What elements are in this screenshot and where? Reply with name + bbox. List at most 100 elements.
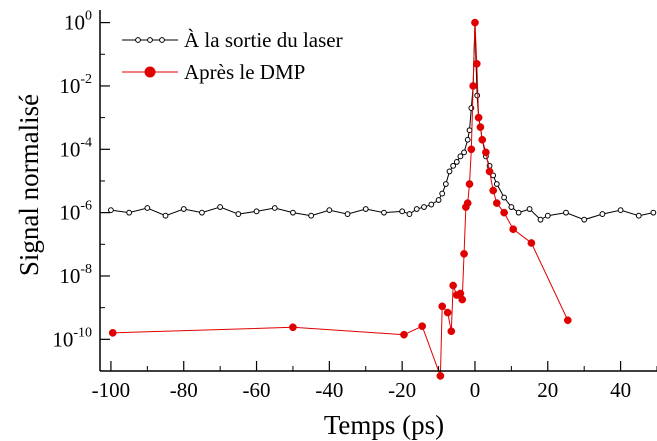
data-point xyxy=(474,92,481,99)
data-point xyxy=(326,207,333,214)
data-point xyxy=(635,212,642,219)
data-point xyxy=(581,216,588,223)
data-point xyxy=(436,372,445,380)
data-point xyxy=(162,212,169,219)
data-point xyxy=(526,206,533,212)
data-point xyxy=(108,329,117,337)
data-point xyxy=(413,206,420,212)
x-tick-label: 0 xyxy=(470,378,481,402)
x-axis-title: Temps (ps) xyxy=(324,410,444,440)
data-point xyxy=(465,180,474,188)
data-point xyxy=(217,204,224,210)
data-point xyxy=(509,225,518,234)
data-point xyxy=(180,206,187,212)
data-point xyxy=(460,249,468,258)
data-point xyxy=(527,239,536,247)
data-point xyxy=(537,216,544,223)
data-point xyxy=(458,295,467,304)
y-tick-label: 10-2 xyxy=(59,72,92,98)
legend-entry: À la sortie du laser xyxy=(122,28,343,52)
data-point xyxy=(447,327,456,336)
series-line xyxy=(110,22,654,221)
data-point xyxy=(493,181,500,187)
legend-marker xyxy=(147,37,153,43)
data-point xyxy=(563,209,569,216)
data-point xyxy=(515,209,522,216)
y-axis-title: Signal normalisé xyxy=(14,94,44,276)
data-point xyxy=(467,145,476,154)
data-point xyxy=(450,162,457,169)
data-point xyxy=(464,136,471,143)
data-point xyxy=(443,308,452,317)
legend: À la sortie du laser Après le DMP xyxy=(122,28,343,84)
data-point xyxy=(308,212,315,219)
y-tick-label: 100 xyxy=(64,9,92,35)
data-point xyxy=(235,211,242,217)
data-point xyxy=(453,158,460,165)
data-point xyxy=(428,201,435,208)
data-point xyxy=(421,204,427,210)
data-point xyxy=(199,209,205,216)
data-point xyxy=(461,149,467,156)
data-point xyxy=(399,208,406,215)
data-point xyxy=(482,148,490,157)
data-point xyxy=(362,206,369,212)
x-tick-label: -60 xyxy=(243,378,271,402)
x-tick-label: -80 xyxy=(170,378,198,402)
data-point xyxy=(485,167,494,176)
data-point xyxy=(650,209,657,216)
data-point xyxy=(466,127,473,134)
data-point xyxy=(501,194,507,201)
x-tick-label: -20 xyxy=(388,378,416,402)
data-point xyxy=(563,316,572,325)
y-tick-label: 10-8 xyxy=(59,262,92,288)
y-tick-label: 10-4 xyxy=(59,135,92,161)
x-tick-label: -100 xyxy=(92,378,131,402)
data-point xyxy=(617,207,624,214)
y-tick-label: 10-10 xyxy=(52,325,92,351)
data-point xyxy=(126,209,133,216)
data-point xyxy=(500,208,508,217)
data-point xyxy=(400,330,408,339)
data-point xyxy=(253,208,260,215)
data-point xyxy=(472,59,481,68)
axes: -100 -80 -60 -40 -20 0 20 40 100 10-2 10-4 10-6 10-8… xyxy=(52,9,657,402)
legend-label: À la sortie du laser xyxy=(184,28,343,52)
data-point xyxy=(508,204,515,210)
data-point xyxy=(442,181,449,187)
data-point xyxy=(406,211,413,217)
data-point xyxy=(381,209,387,216)
data-point xyxy=(544,212,551,219)
x-tick-label: -40 xyxy=(315,378,343,402)
data-point xyxy=(290,209,296,216)
data-point xyxy=(271,205,278,211)
data-point xyxy=(108,207,114,214)
legend-marker xyxy=(159,37,165,43)
x-tick-label: 40 xyxy=(610,378,631,402)
data-point xyxy=(144,205,151,211)
y-tick-label: 10-6 xyxy=(59,199,92,225)
legend-marker xyxy=(135,37,141,43)
series-layer xyxy=(108,18,657,380)
x-tick-label: 20 xyxy=(537,378,558,402)
data-point xyxy=(471,18,479,27)
data-point xyxy=(438,302,447,311)
legend-marker xyxy=(144,66,156,78)
series-after-dmp xyxy=(108,18,572,380)
data-point xyxy=(469,82,478,90)
data-point xyxy=(439,190,446,197)
series-line xyxy=(112,22,569,377)
data-point xyxy=(476,123,485,132)
data-point xyxy=(478,135,487,144)
data-point xyxy=(457,153,464,160)
data-point xyxy=(463,199,472,207)
data-point xyxy=(449,281,457,290)
data-point xyxy=(344,211,351,217)
data-point xyxy=(474,113,483,122)
data-point xyxy=(492,199,501,207)
data-point xyxy=(489,186,498,195)
data-point xyxy=(435,197,442,203)
legend-entry: Après le DMP xyxy=(122,60,305,84)
legend-label: Après le DMP xyxy=(184,60,305,84)
